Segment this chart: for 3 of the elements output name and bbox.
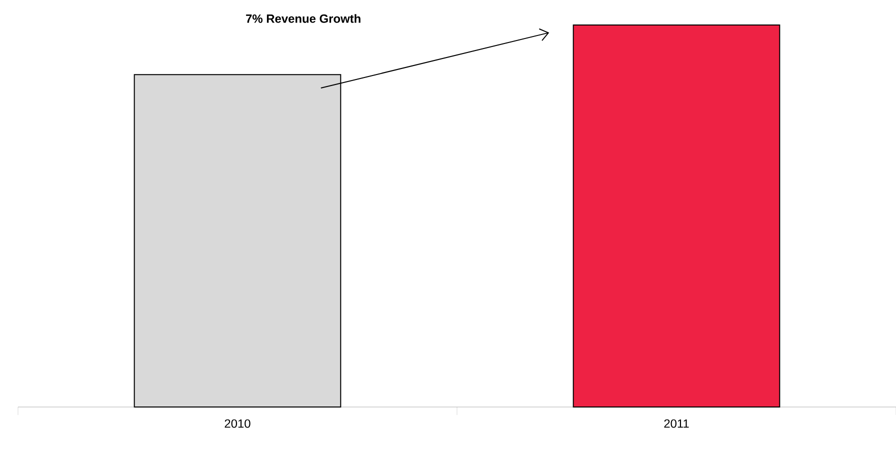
text: 7% Revenue Growth	[246, 14, 360, 23]
x-tick-label: 2011	[664, 419, 689, 428]
x-tick-label: 2010	[224, 419, 250, 428]
